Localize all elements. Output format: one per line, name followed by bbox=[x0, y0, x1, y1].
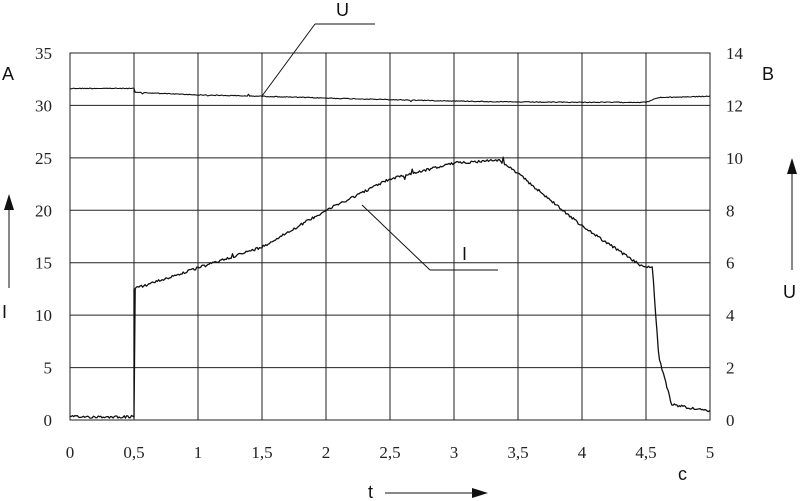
y-right-tick-label: 10 bbox=[726, 149, 743, 168]
y-right-tick-label: 0 bbox=[726, 411, 735, 430]
y-left-arrow-head bbox=[4, 194, 14, 210]
x-tick-label: 2,5 bbox=[379, 443, 400, 462]
series-line-u bbox=[69, 87, 711, 104]
y-right-tick-label: 8 bbox=[726, 201, 735, 220]
x-tick-label: 4,5 bbox=[635, 443, 656, 462]
y-left-tick-label: 10 bbox=[35, 306, 52, 325]
y-right-tick-label: 12 bbox=[726, 96, 743, 115]
y-left-tick-label: 20 bbox=[35, 201, 52, 220]
x-tick-label: 0 bbox=[66, 443, 75, 462]
y-right-arrow-head bbox=[787, 158, 797, 174]
y-left-label: I bbox=[2, 302, 7, 322]
x-label: t bbox=[368, 482, 373, 501]
x-tick-label: 3,5 bbox=[507, 443, 528, 462]
y-right-unit: B bbox=[762, 64, 774, 84]
y-left-tick-labels: 0 5 10 15 20 25 30 35 bbox=[35, 44, 52, 430]
series-group bbox=[69, 87, 711, 419]
x-tick-label: 5 bbox=[706, 443, 715, 462]
grid bbox=[69, 52, 711, 421]
y-right-label: U bbox=[783, 282, 796, 302]
series-label-i: I bbox=[462, 244, 467, 264]
y-left-tick-label: 25 bbox=[35, 149, 52, 168]
x-tick-label: 1 bbox=[194, 443, 203, 462]
x-tick-label: 1,5 bbox=[251, 443, 272, 462]
y-left-tick-label: 5 bbox=[44, 359, 53, 378]
series-label-u: U bbox=[336, 0, 349, 20]
y-left-tick-label: 15 bbox=[35, 254, 52, 273]
x-unit: c bbox=[678, 464, 687, 484]
x-tick-label: 0,5 bbox=[123, 443, 144, 462]
y-right-tick-label: 4 bbox=[726, 306, 735, 325]
x-tick-labels: 0 0,5 1 1,5 2 2,5 3 3,5 4 4,5 5 bbox=[66, 443, 715, 462]
y-left-tick-label: 35 bbox=[35, 44, 52, 63]
y-right-tick-label: 2 bbox=[726, 359, 735, 378]
x-tick-label: 2 bbox=[322, 443, 331, 462]
y-left-tick-label: 30 bbox=[35, 96, 52, 115]
y-left-tick-label: 0 bbox=[44, 411, 53, 430]
y-left-unit: A bbox=[2, 64, 14, 84]
y-right-tick-labels: 0 2 4 6 8 10 12 14 bbox=[726, 44, 744, 430]
series-line-i bbox=[69, 156, 711, 419]
series-label-leader-u bbox=[261, 23, 316, 97]
x-arrow-head bbox=[472, 488, 488, 498]
y-right-tick-label: 6 bbox=[726, 254, 735, 273]
y-right-tick-label: 14 bbox=[726, 44, 744, 63]
x-tick-label: 3 bbox=[450, 443, 459, 462]
x-tick-label: 4 bbox=[578, 443, 587, 462]
series-label-leader-i bbox=[361, 204, 431, 271]
